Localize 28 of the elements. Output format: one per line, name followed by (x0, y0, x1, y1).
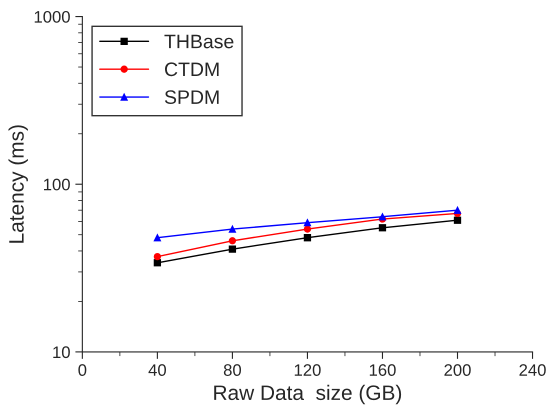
point (154, 252, 162, 260)
x-tick-label: 40 (148, 364, 166, 376)
x-tick-label: 200 (444, 364, 471, 376)
x-tick-label: 120 (294, 364, 321, 376)
y-tick-label: 100 (44, 178, 70, 190)
y-tick-label: 1000 (34, 10, 70, 23)
legend-label: SPDM (164, 90, 219, 104)
point (378, 224, 386, 232)
point (378, 213, 386, 220)
legend-label: THBase (164, 34, 234, 48)
point (454, 216, 462, 224)
legend-label: CTDM (165, 62, 219, 76)
point (154, 234, 162, 242)
point (228, 246, 236, 253)
point (304, 225, 312, 233)
x-tick-label: 80 (224, 364, 242, 376)
y-axis-title: Latency (ms) (8, 125, 28, 243)
point (154, 259, 162, 266)
x-tick-label: 160 (370, 364, 396, 376)
x-tick-label: 240 (519, 364, 546, 376)
x-axis-title: Raw Data size (GB) (214, 384, 402, 404)
point (304, 219, 312, 226)
point (454, 206, 462, 214)
point (228, 237, 236, 244)
point (304, 234, 312, 242)
y-tick-label: 10 (53, 346, 70, 358)
x-tick-label: 0 (78, 364, 86, 376)
point (228, 225, 236, 233)
